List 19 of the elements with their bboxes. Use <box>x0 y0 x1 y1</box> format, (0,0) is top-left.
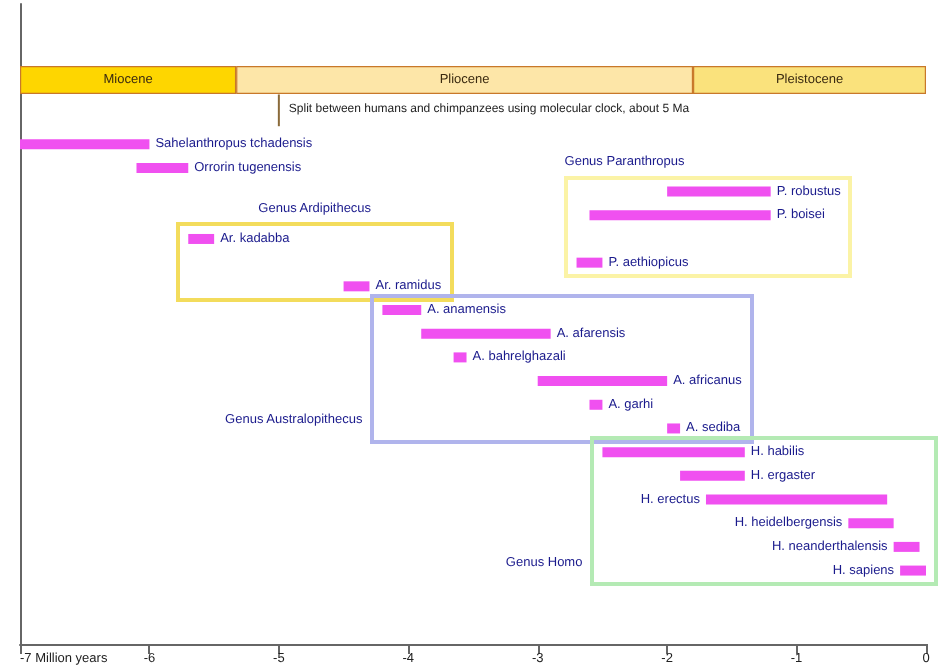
bar <box>343 281 370 292</box>
bar <box>136 162 189 173</box>
bar <box>382 305 422 316</box>
bar <box>537 376 668 387</box>
bar <box>602 447 745 458</box>
bar <box>589 210 771 221</box>
bar <box>576 257 603 268</box>
bar <box>900 565 926 576</box>
bar <box>589 399 603 410</box>
bar <box>667 186 771 197</box>
bar <box>453 352 467 363</box>
bar <box>667 423 681 434</box>
bar <box>421 328 551 339</box>
bar <box>188 233 215 244</box>
bar <box>705 494 888 505</box>
bar <box>680 470 745 481</box>
bar <box>20 139 150 150</box>
bar <box>893 541 920 552</box>
bar <box>848 518 894 529</box>
